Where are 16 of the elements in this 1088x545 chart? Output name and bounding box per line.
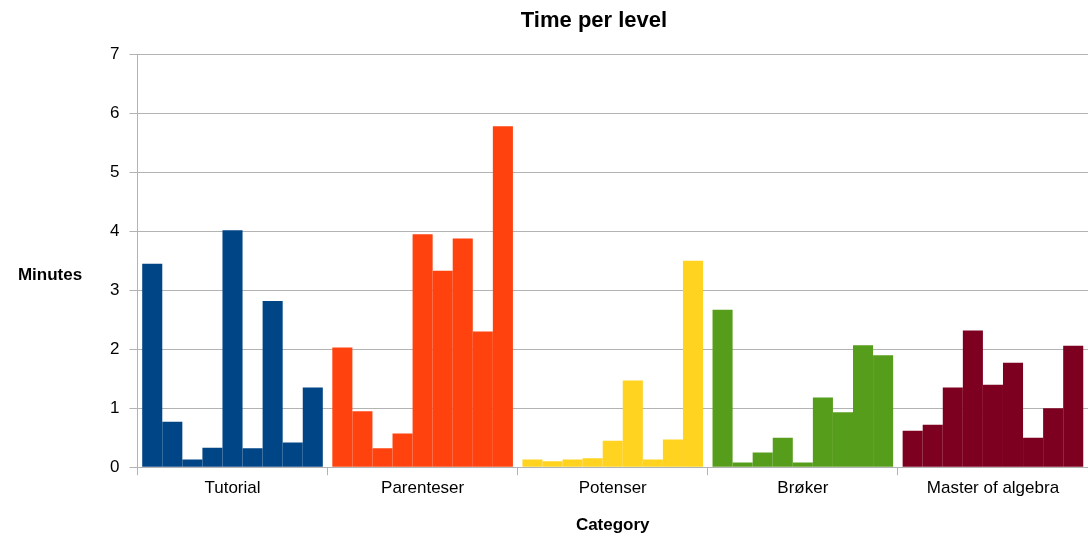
y-tick-label: 6 [109,103,120,123]
y-tick-label: 7 [109,44,120,64]
y-tick-label: 5 [109,162,120,182]
y-tick-label: 2 [109,338,120,358]
x-tick-label: Tutorial [204,478,261,498]
y-tick-label: 0 [109,456,120,476]
x-tick-label: Potenser [578,478,648,498]
chart-title: Time per level [520,7,668,33]
x-tick-label: Parenteser [381,478,465,498]
y-axis-title: Minutes [17,265,83,285]
x-tick-label: Brøker [777,478,829,498]
x-axis-title: Category [575,515,651,535]
y-tick-label: 4 [109,221,120,240]
y-tick-label: 3 [109,279,120,299]
x-tick-label: Master of algebra [926,478,1060,498]
y-tick-label: 1 [109,397,120,417]
